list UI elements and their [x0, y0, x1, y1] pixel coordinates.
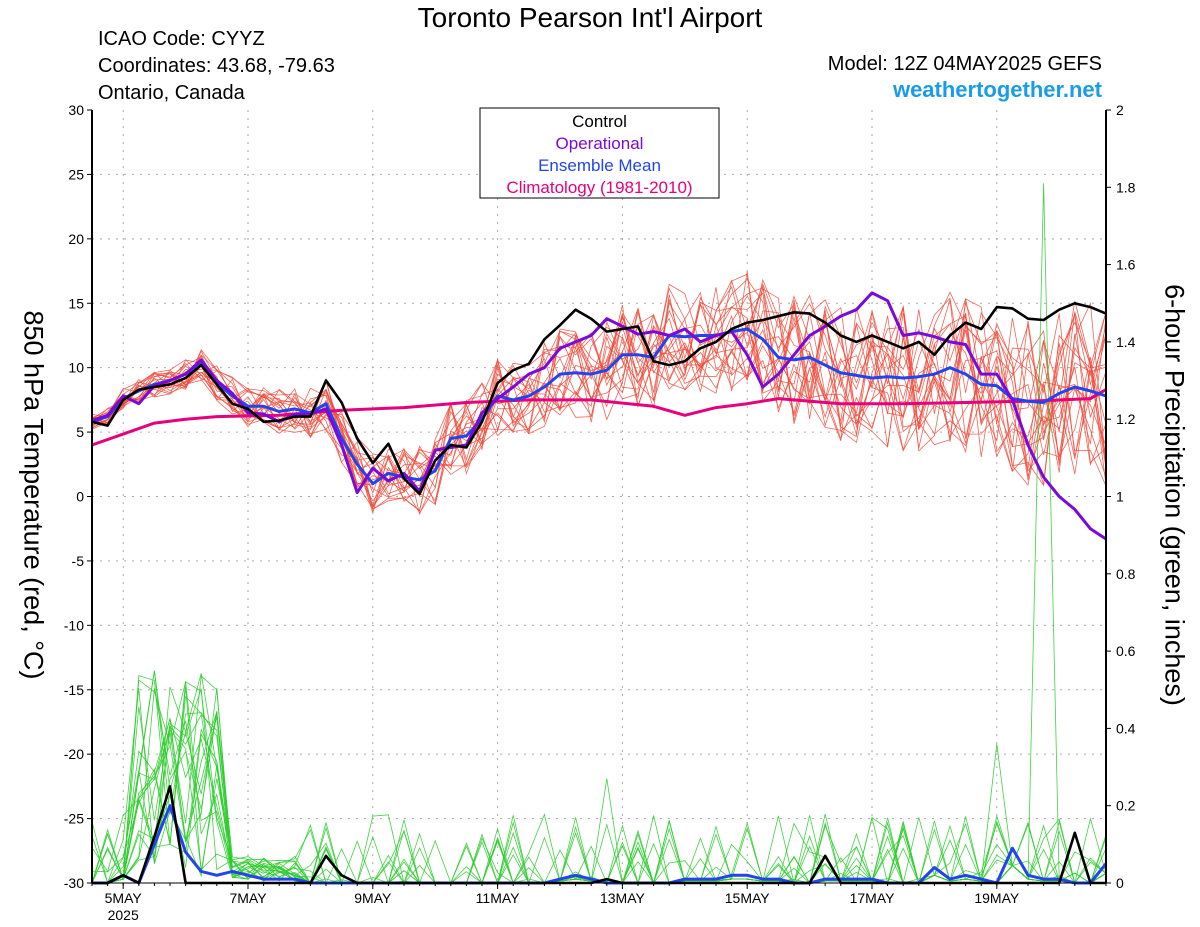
temp-member-line	[91, 292, 1107, 502]
grid-lines	[92, 110, 1106, 883]
y-tick-label: -25	[64, 811, 84, 827]
x-tick-label: 11MAY	[476, 890, 520, 906]
y-tick-label: -15	[64, 682, 84, 698]
temp-member-line	[91, 279, 1107, 512]
x-tick-sublabel: 2025	[108, 907, 139, 923]
precip-member-line	[92, 670, 1107, 884]
y2-tick-label: 1.8	[1116, 179, 1136, 195]
x-tick-label: 7MAY	[229, 890, 267, 906]
series-line-climatology-1981-2010	[91, 388, 1107, 447]
y-tick-label: 15	[68, 295, 84, 311]
y2-tick-label: 0.2	[1116, 798, 1136, 814]
region: Ontario, Canada	[98, 82, 245, 104]
y-tick-label: -10	[64, 617, 84, 633]
precip-member-line	[91, 732, 1107, 885]
coordinates: Coordinates: 43.68, -79.63	[98, 55, 335, 77]
y2-tick-label: 0	[1116, 875, 1124, 891]
x-tick-label: 19MAY	[974, 890, 1020, 906]
precip-member-line	[91, 733, 1107, 885]
icao-code: ICAO Code: CYYZ	[98, 28, 265, 50]
model-run: Model: 12Z 04MAY2025 GEFS	[827, 53, 1102, 75]
legend: Control Operational Ensemble Mean Climatolo…	[479, 107, 720, 199]
y2-tick-label: 0.4	[1116, 720, 1136, 736]
legend-entry: Ensemble Mean	[538, 156, 661, 175]
precip-member-line	[92, 717, 1107, 885]
legend-entry: Climatology (1981-2010)	[506, 178, 692, 197]
y2-tick-label: 2	[1116, 102, 1124, 118]
y2-tick-label: 1.6	[1116, 257, 1136, 273]
ensemble-members	[91, 183, 1107, 885]
legend-entry: Operational	[556, 134, 644, 153]
y2-tick-label: 1.2	[1116, 411, 1136, 427]
temp-member-line	[91, 298, 1107, 475]
legend-entry: Control	[572, 112, 627, 131]
series-line-control	[91, 301, 1107, 496]
precip-member-line	[91, 183, 1107, 884]
y2-tick-label: 0.8	[1116, 566, 1136, 582]
page-title: Toronto Pearson Int'l Airport	[417, 2, 763, 33]
axes: 302520151050-5-10-15-20-25-3021.81.61.41…	[64, 102, 1136, 923]
y-tick-label: 25	[68, 166, 84, 182]
y-tick-label: 0	[76, 489, 84, 505]
x-tick-label: 5MAY	[105, 890, 143, 906]
site-link[interactable]: weathertogether.net	[892, 77, 1102, 102]
x-tick-label: 9MAY	[354, 890, 392, 906]
y-tick-label: 20	[68, 231, 84, 247]
precip-member-line	[92, 670, 1107, 884]
y-tick-label: 30	[68, 102, 84, 118]
y-tick-label: -5	[72, 553, 85, 569]
temp-member-line	[91, 283, 1107, 510]
x-tick-label: 13MAY	[600, 890, 646, 906]
y-tick-label: -30	[64, 875, 84, 891]
precip-member-line	[92, 712, 1107, 884]
x-tick-label: 17MAY	[850, 890, 896, 906]
temp-member-line	[91, 305, 1107, 498]
y-tick-label: 10	[68, 360, 84, 376]
y2-tick-label: 1	[1116, 489, 1124, 505]
y-tick-label: -20	[64, 746, 84, 762]
temp-member-line	[91, 278, 1107, 498]
y2-tick-label: 1.4	[1116, 334, 1136, 350]
y-tick-label: 5	[76, 424, 84, 440]
x-tick-label: 15MAY	[725, 890, 771, 906]
series-line-ensemble-mean	[91, 327, 1107, 486]
legend-box	[479, 107, 720, 199]
y2-tick-label: 0.6	[1116, 643, 1136, 659]
series-line-operational	[91, 291, 1107, 541]
precip-member-line	[92, 695, 1107, 884]
precip-member-line	[92, 729, 1107, 885]
